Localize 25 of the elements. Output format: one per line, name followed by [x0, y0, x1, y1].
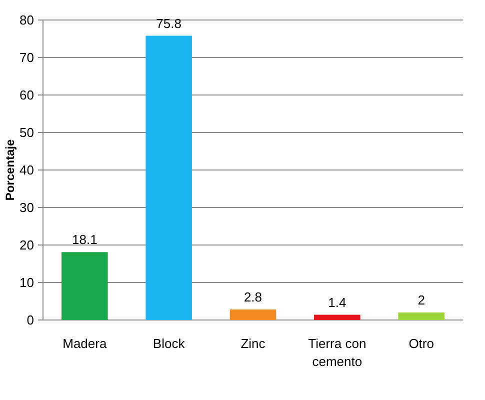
data-label: 2 — [418, 292, 425, 308]
bar — [230, 310, 276, 320]
data-label: 1.4 — [328, 294, 346, 310]
x-tick-label: Tierra con cemento — [308, 336, 366, 370]
bar — [314, 314, 360, 320]
x-tick-label: Madera — [62, 336, 108, 351]
y-axis-title: Porcentaje — [3, 138, 17, 201]
bar — [146, 36, 192, 320]
data-label: 18.1 — [72, 232, 98, 248]
y-tick-label: 40 — [20, 162, 34, 178]
bar — [62, 252, 108, 320]
y-tick-label: 30 — [20, 200, 34, 216]
x-tick-label: Zinc — [240, 336, 266, 351]
bar — [398, 312, 444, 320]
y-tick-label: 10 — [20, 275, 34, 290]
y-tick-label: 50 — [20, 125, 34, 140]
y-tick-label: 60 — [20, 88, 34, 103]
y-tick-label: 80 — [20, 12, 34, 28]
data-label: 2.8 — [244, 290, 262, 304]
y-tick-label: 20 — [20, 238, 34, 253]
y-tick-label: 70 — [20, 50, 34, 66]
x-tick-label: Block — [152, 336, 186, 351]
y-tick-label: 0 — [26, 312, 34, 328]
data-label: 75.8 — [156, 16, 182, 31]
x-tick-label: Otro — [408, 336, 434, 351]
